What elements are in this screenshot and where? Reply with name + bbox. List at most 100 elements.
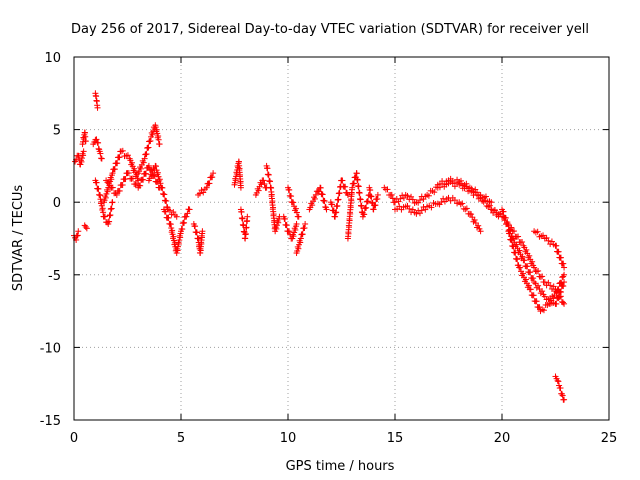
data-point bbox=[186, 206, 193, 213]
data-point bbox=[553, 242, 560, 249]
data-point bbox=[264, 165, 271, 172]
data-point bbox=[462, 206, 469, 213]
data-point bbox=[288, 193, 295, 200]
data-point bbox=[428, 204, 435, 211]
data-point bbox=[482, 197, 489, 204]
data-point bbox=[482, 193, 489, 200]
data-point bbox=[273, 225, 280, 232]
tick-layer: 0 5 10 15 20 25 10 5 0 -5 -10 -15 bbox=[40, 51, 618, 446]
data-point bbox=[82, 223, 89, 230]
data-point bbox=[309, 202, 316, 209]
data-point bbox=[265, 171, 272, 178]
data-point bbox=[513, 241, 520, 248]
plot-frame bbox=[73, 56, 610, 421]
data-point bbox=[283, 222, 290, 229]
data-point bbox=[368, 193, 375, 200]
data-point bbox=[531, 264, 538, 271]
data-point bbox=[297, 235, 304, 242]
data-point bbox=[339, 177, 346, 184]
data-point bbox=[74, 232, 81, 239]
data-point bbox=[104, 188, 111, 195]
data-point bbox=[293, 220, 300, 227]
data-point bbox=[457, 177, 464, 184]
data-point bbox=[311, 195, 318, 202]
data-point bbox=[165, 214, 172, 221]
data-point bbox=[209, 174, 216, 181]
data-point bbox=[148, 173, 155, 180]
data-point bbox=[527, 269, 534, 276]
data-point bbox=[523, 246, 530, 253]
data-point bbox=[475, 222, 482, 229]
data-point bbox=[519, 238, 526, 245]
data-point bbox=[557, 254, 564, 261]
data-point bbox=[163, 197, 170, 204]
data-point bbox=[299, 231, 306, 238]
data-point bbox=[140, 159, 147, 166]
data-point bbox=[527, 286, 534, 293]
data-point bbox=[94, 104, 101, 111]
data-point bbox=[80, 148, 87, 155]
data-point bbox=[329, 201, 336, 208]
data-point bbox=[95, 139, 102, 146]
data-point bbox=[363, 204, 370, 211]
data-point bbox=[418, 207, 425, 214]
data-point bbox=[166, 207, 173, 214]
data-point bbox=[539, 288, 546, 295]
data-point bbox=[200, 189, 207, 196]
data-point bbox=[400, 194, 407, 201]
data-point bbox=[459, 200, 466, 207]
data-point bbox=[295, 213, 302, 220]
chart-title: Day 256 of 2017, Sidereal Day-to-day VTE… bbox=[71, 22, 589, 37]
x-tick-label: 5 bbox=[177, 431, 185, 446]
data-point bbox=[111, 166, 118, 173]
data-point bbox=[145, 144, 152, 151]
data-point bbox=[555, 286, 562, 293]
data-point bbox=[173, 213, 180, 220]
y-tick-label: -5 bbox=[48, 269, 61, 284]
data-point bbox=[98, 155, 105, 162]
data-point bbox=[290, 199, 297, 206]
data-point bbox=[477, 228, 484, 235]
data-point bbox=[157, 180, 164, 187]
data-point bbox=[183, 213, 190, 220]
data-point bbox=[397, 195, 404, 202]
data-point bbox=[179, 226, 186, 233]
x-tick-label: 20 bbox=[494, 431, 511, 446]
data-point bbox=[141, 155, 148, 162]
data-point bbox=[128, 159, 135, 166]
data-point bbox=[468, 211, 475, 218]
data-point bbox=[389, 195, 396, 202]
data-point bbox=[116, 187, 123, 194]
data-point bbox=[541, 279, 548, 286]
data-point bbox=[79, 155, 86, 162]
data-point bbox=[77, 161, 84, 168]
data-point bbox=[374, 191, 381, 198]
data-point bbox=[295, 245, 302, 252]
data-point bbox=[170, 209, 177, 216]
data-point bbox=[502, 214, 509, 221]
data-point bbox=[125, 169, 132, 176]
grid-layer bbox=[74, 57, 609, 420]
data-point bbox=[468, 185, 475, 192]
data-point bbox=[526, 252, 533, 259]
data-point bbox=[292, 226, 299, 233]
data-point bbox=[153, 167, 160, 174]
data-point bbox=[463, 205, 470, 212]
data-point bbox=[535, 267, 542, 274]
data-point bbox=[113, 191, 120, 198]
data-point bbox=[406, 205, 413, 212]
data-point bbox=[335, 196, 342, 203]
data-point bbox=[508, 237, 515, 244]
data-point bbox=[321, 197, 328, 204]
data-point bbox=[102, 194, 109, 201]
data-point bbox=[192, 223, 199, 230]
data-point bbox=[108, 205, 115, 212]
data-point bbox=[102, 213, 109, 220]
data-point bbox=[152, 163, 159, 170]
data-point bbox=[451, 180, 458, 187]
data-point bbox=[363, 198, 370, 205]
data-point bbox=[161, 191, 168, 198]
data-point bbox=[155, 173, 162, 180]
data-point bbox=[561, 300, 568, 307]
data-point bbox=[431, 189, 438, 196]
